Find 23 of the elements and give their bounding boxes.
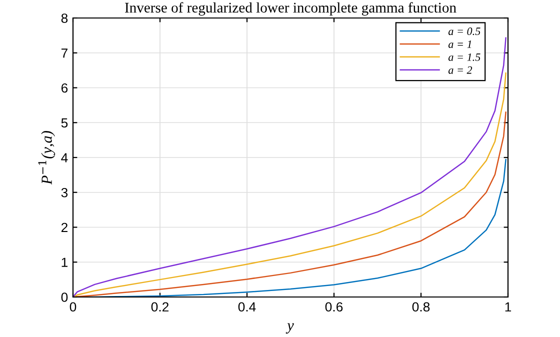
line-series [73,112,506,297]
y-tick-label: 8 [61,14,68,23]
y-tick-label: 5 [61,118,68,128]
legend-label: a = 1.5 [448,53,480,61]
chart-title: Inverse of regularized lower incomplete gamma function [125,2,456,16]
y-tick-label: 6 [61,83,68,93]
y-tick-label: 7 [61,48,68,58]
x-tick-label: 0.6 [325,302,343,312]
x-tick-label: 0 [70,302,76,312]
y-tick-label: 2 [61,222,68,232]
legend-label: a = 1 [448,40,472,48]
y-axis-title: P$^{−1}$(y,a) [38,130,56,185]
y-tick-label: 4 [61,153,68,162]
x-axis-title: y [286,323,294,334]
x-tick-label: 1 [505,302,512,312]
y-tick-label: 1 [62,258,68,267]
legend-label: a = 0.5 [448,28,480,36]
x-tick-label: 0.8 [412,302,430,312]
y-tick-label: 0 [61,292,68,302]
x-tick-label: 0.4 [238,302,256,312]
y-tick-label: 3 [61,188,68,198]
x-tick-label: 0.2 [151,302,169,312]
legend-label: a = 2 [448,66,472,74]
